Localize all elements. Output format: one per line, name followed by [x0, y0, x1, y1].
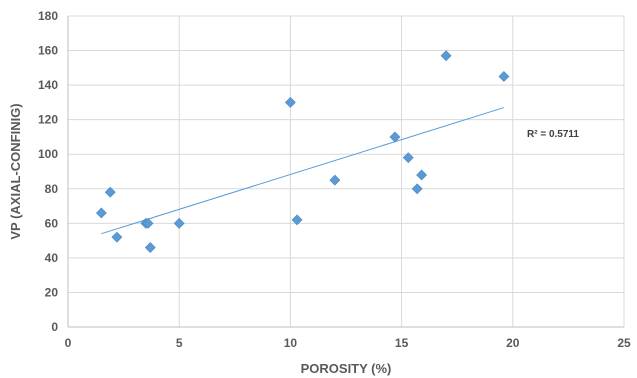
trendline-group	[101, 107, 505, 235]
data-point	[498, 71, 510, 82]
y-tick-label: 0	[51, 320, 58, 334]
tick-labels: 0 20 40 60 80 100 120 140 160 180 0 5 10 15 20 25	[38, 9, 631, 350]
x-tick-label: 10	[284, 336, 298, 350]
y-tick-label: 40	[45, 251, 59, 265]
y-tick-label: 160	[38, 44, 58, 58]
x-tick-label: 5	[176, 336, 183, 350]
r-squared-annotation: R² = 0.5711	[527, 129, 579, 140]
x-tick-label: 0	[65, 336, 72, 350]
data-point	[411, 183, 423, 195]
x-tick-label: 20	[506, 336, 520, 350]
data-point	[173, 217, 185, 229]
y-tick-label: 140	[38, 78, 58, 92]
y-tick-label: 80	[45, 182, 59, 196]
data-point	[142, 217, 154, 229]
y-tick-label: 180	[38, 9, 58, 23]
y-axis-title: VP (AXIAL-CONFINIG)	[8, 103, 23, 239]
data-point	[402, 152, 414, 164]
data-point	[111, 231, 123, 243]
data-point	[95, 207, 107, 219]
x-tick-label: 25	[617, 336, 631, 350]
data-point	[440, 50, 452, 62]
axes	[67, 16, 624, 328]
data-point	[291, 214, 303, 226]
data-point	[389, 131, 401, 143]
y-tick-label: 120	[38, 113, 58, 127]
gridlines	[68, 15, 625, 327]
y-tick-label: 100	[38, 147, 58, 161]
y-tick-label: 20	[45, 285, 59, 299]
data-point	[104, 186, 116, 198]
trendline	[101, 107, 505, 235]
data-point	[416, 169, 428, 181]
x-axis-title: POROSITY (%)	[301, 361, 392, 376]
data-points	[95, 50, 510, 253]
y-tick-label: 60	[45, 216, 59, 230]
data-point	[329, 174, 341, 186]
data-point	[284, 96, 296, 108]
data-point	[144, 242, 156, 253]
x-tick-label: 15	[395, 336, 409, 350]
